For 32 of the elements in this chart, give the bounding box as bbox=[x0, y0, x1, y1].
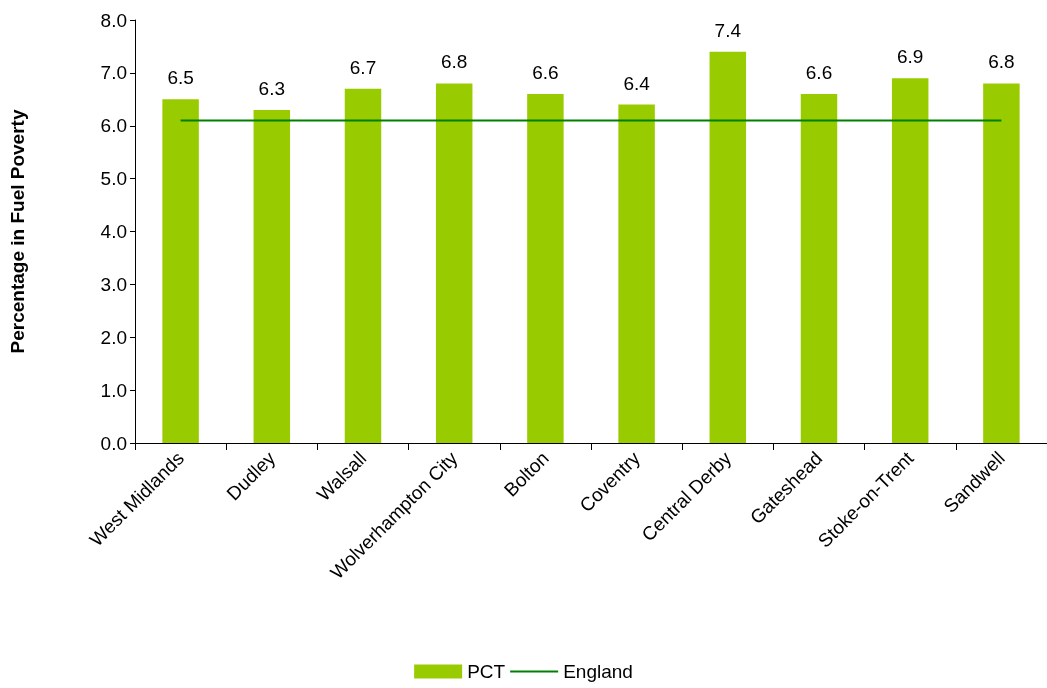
y-tick-label: 0.0 bbox=[100, 432, 127, 454]
bar bbox=[344, 88, 382, 443]
data-label: 6.8 bbox=[440, 51, 468, 73]
y-tick-label: 6.0 bbox=[100, 115, 127, 137]
bar bbox=[162, 99, 199, 443]
data-label: 6.3 bbox=[258, 77, 286, 99]
bar bbox=[435, 83, 473, 443]
bar bbox=[891, 78, 929, 443]
bar bbox=[709, 51, 747, 443]
data-label: 6.4 bbox=[623, 72, 651, 94]
data-label: 6.7 bbox=[349, 56, 377, 78]
data-label: 6.8 bbox=[988, 51, 1015, 73]
bar bbox=[618, 104, 655, 443]
bar bbox=[983, 83, 1020, 443]
legend-label: England bbox=[563, 661, 633, 682]
y-tick-label: 3.0 bbox=[100, 273, 127, 295]
bar bbox=[800, 94, 838, 443]
data-label: 7.4 bbox=[714, 19, 742, 41]
y-tick-label: 8.0 bbox=[100, 9, 127, 31]
y-tick-label: 1.0 bbox=[100, 379, 127, 401]
bar bbox=[527, 94, 564, 443]
data-label: 6.5 bbox=[167, 67, 194, 89]
bar bbox=[253, 109, 291, 443]
data-label: 6.9 bbox=[896, 46, 924, 68]
y-tick-label: 2.0 bbox=[100, 326, 127, 348]
data-label: 6.6 bbox=[805, 62, 833, 84]
y-tick-label: 7.0 bbox=[100, 62, 127, 84]
data-label: 6.6 bbox=[532, 62, 559, 84]
legend-label: PCT bbox=[467, 661, 506, 682]
y-tick-label: 5.0 bbox=[100, 168, 127, 190]
y-axis-title: Percentage in Fuel Poverty bbox=[7, 109, 28, 354]
y-tick-label: 4.0 bbox=[100, 221, 127, 242]
